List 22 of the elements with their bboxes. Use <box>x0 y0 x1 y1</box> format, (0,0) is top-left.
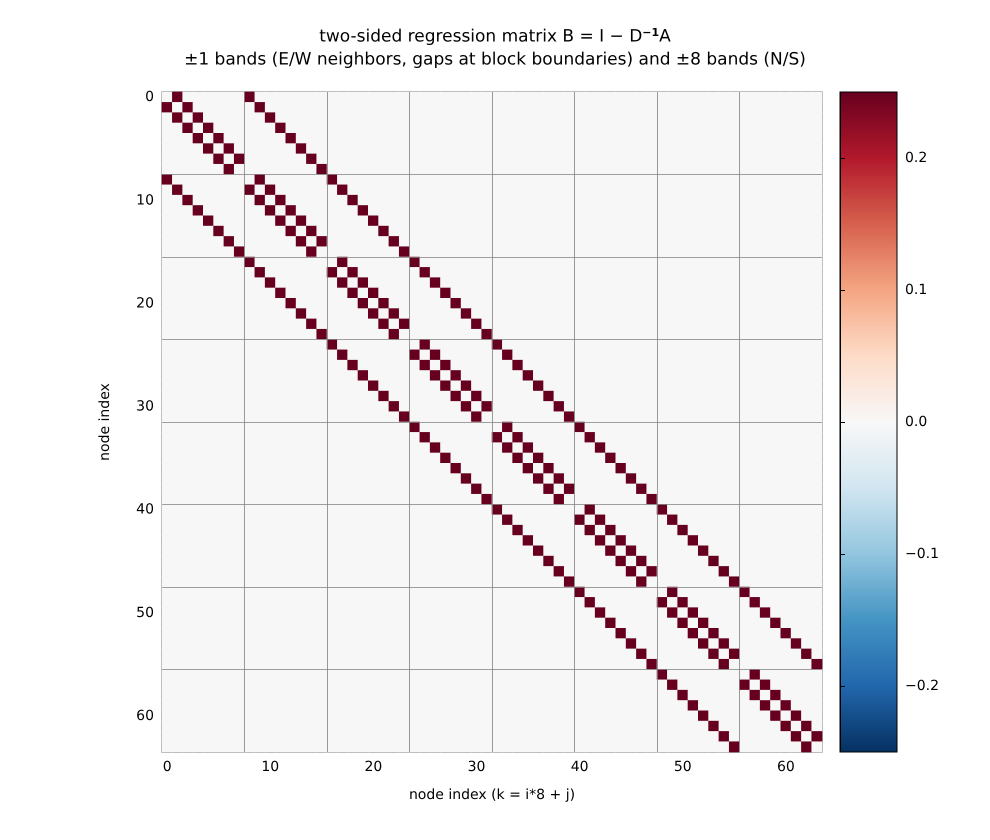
x-tick-label: 30 <box>468 759 486 775</box>
x-axis-title: node index (k = i*8 + j) <box>408 787 576 803</box>
color-bar-label: −0.2 <box>905 678 939 694</box>
x-tick-label: 40 <box>570 759 589 775</box>
x-tick-label: 0 <box>162 759 172 775</box>
color-bar-label: −0.1 <box>905 546 939 562</box>
color-bar-label: 0.0 <box>905 414 928 430</box>
chart-subtitle: ±1 bands (E/W neighbors, gaps at block boundaries) and ±8 bands (N/S) <box>184 50 806 70</box>
y-tick-label: 0 <box>145 89 154 106</box>
y-tick-label: 10 <box>136 192 154 208</box>
y-tick-label: 40 <box>136 502 154 518</box>
color-bar-label: 0.2 <box>905 150 928 166</box>
x-tick-label: 20 <box>364 759 382 775</box>
x-tick-label: 60 <box>776 759 795 775</box>
x-tick-label: 50 <box>674 759 692 775</box>
y-tick-label: 50 <box>136 604 154 621</box>
y-tick-label: 60 <box>136 708 154 724</box>
x-tick-label: 10 <box>261 759 280 775</box>
color-bar-label: 0.1 <box>905 282 928 298</box>
y-tick-label: 30 <box>136 398 154 415</box>
y-tick-label: 20 <box>136 295 154 312</box>
y-axis-title: node index <box>97 383 113 461</box>
